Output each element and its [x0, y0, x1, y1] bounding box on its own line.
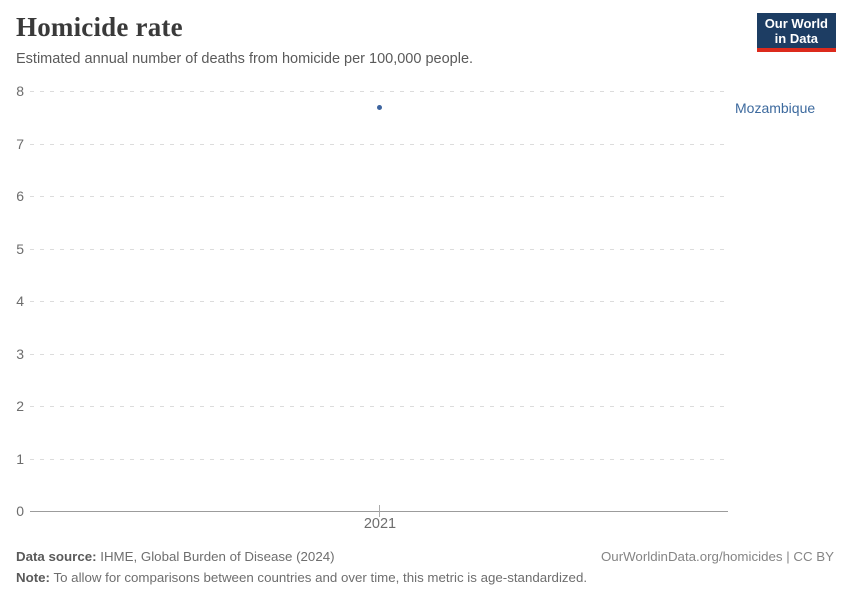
- chart-footer: Data source: IHME, Global Burden of Dise…: [16, 546, 834, 588]
- chart-subtitle: Estimated annual number of deaths from h…: [16, 51, 474, 67]
- y-gridline: [30, 91, 728, 92]
- note-text: To allow for comparisons between countri…: [49, 570, 588, 585]
- note-label: Note:: [16, 570, 50, 585]
- data-source-text: IHME, Global Burden of Disease (2024): [96, 549, 335, 564]
- y-tick-label: 7: [16, 135, 24, 152]
- note-line: Note: To allow for comparisons between c…: [16, 567, 834, 588]
- chart-title: Homicide rate: [16, 12, 183, 42]
- rights-link[interactable]: OurWorldinData.org/homicides | CC BY: [600, 549, 834, 564]
- y-tick-label: 4: [16, 293, 24, 309]
- owid-logo-line1: Our World: [764, 16, 828, 31]
- y-tick-label: 3: [16, 345, 24, 362]
- y-gridline: [30, 143, 728, 145]
- y-gridline: [30, 458, 728, 460]
- y-tick-label: 1: [16, 450, 24, 467]
- entity-label-mozambique[interactable]: Mozambique: [735, 99, 816, 116]
- y-gridline: [30, 196, 728, 197]
- y-tick-label: 6: [16, 188, 24, 204]
- data-source-label: Data source:: [16, 549, 97, 564]
- x-tick-mark: [379, 505, 380, 517]
- owid-logo[interactable]: Our World in Data: [756, 13, 836, 52]
- x-tick-label: 2021: [363, 516, 397, 532]
- data-source-line: Data source: IHME, Global Burden of Dise…: [16, 546, 834, 567]
- y-gridline: [30, 301, 728, 302]
- y-gridline: [30, 406, 728, 407]
- y-gridline: [30, 353, 728, 355]
- y-tick-label: 8: [16, 83, 24, 99]
- data-point-mozambique[interactable]: [376, 105, 382, 111]
- owid-logo-line2: in Data: [774, 31, 819, 46]
- y-tick-label: 2: [16, 398, 24, 414]
- y-tick-label: 5: [16, 240, 24, 257]
- y-tick-label: 0: [16, 503, 24, 519]
- y-gridline: [30, 248, 728, 250]
